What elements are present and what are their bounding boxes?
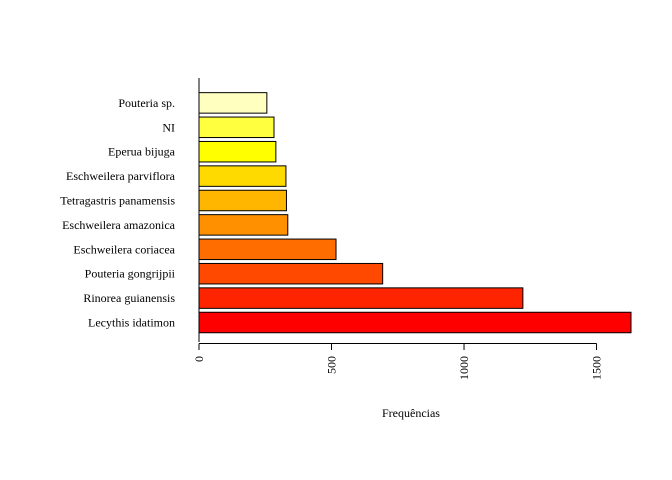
category-label: Eperua bijuga [108, 145, 176, 159]
bar-rinorea-guianensis [198, 287, 524, 309]
bar-eschweilera-amazonica [198, 214, 289, 236]
bar-pouteria-gongrijpii [198, 262, 384, 285]
category-label: Eschweilera coriacea [73, 242, 175, 256]
bar-eperua-bijuga [198, 140, 277, 163]
bar-tetragastris-panamensis [198, 189, 287, 212]
x-tick-label: 1500 [590, 356, 604, 380]
bar-pouteria-sp [198, 92, 268, 114]
bars-group [198, 92, 632, 334]
bar-eschweilera-coriacea [198, 238, 337, 261]
category-label: NI [162, 120, 175, 134]
category-label: Lecythis idatimon [88, 316, 175, 330]
x-tick-label: 1000 [457, 356, 471, 380]
category-label: Eschweilera amazonica [62, 218, 176, 232]
bar-ni [198, 116, 275, 139]
category-label: Pouteria sp. [118, 96, 175, 110]
category-label: Tetragastris panamensis [60, 194, 175, 208]
x-tick-label: 500 [325, 356, 339, 374]
category-label: Pouteria gongrijpii [85, 267, 176, 281]
x-ticks-group: 0 500 1000 1500 [192, 343, 604, 380]
x-axis-title: Frequências [382, 406, 440, 420]
category-labels-group: Lecythis idatimon Rinorea guianensis Poute… [60, 96, 175, 330]
bar-lecythis-idatimon [198, 311, 632, 334]
x-tick-label: 0 [192, 356, 206, 362]
category-label: Eschweilera parviflora [66, 169, 176, 183]
bar-eschweilera-parviflora [198, 165, 287, 187]
category-label: Rinorea guianensis [83, 291, 175, 305]
